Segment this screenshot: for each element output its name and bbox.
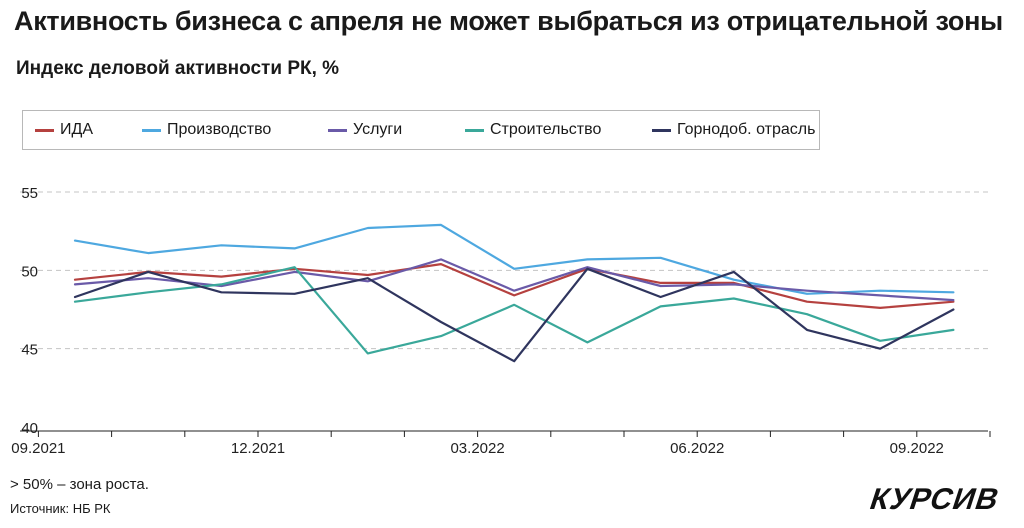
chart-title: Активность бизнеса с апреля не может выб…	[14, 6, 1003, 36]
footnote: > 50% – зона роста.	[10, 476, 149, 493]
legend-label-ida: ИДА	[60, 121, 94, 138]
legend-swatch-mining	[652, 128, 671, 132]
legend-item-services: Услуги	[328, 120, 402, 140]
x-tick-label-09.2021: 09.2021	[11, 440, 65, 457]
legend: ИДА Производство Услуги Строительство Го…	[22, 110, 820, 150]
series-line-1	[73, 223, 955, 295]
svg-text:КУРСИВ: КУРСИВ	[866, 482, 1005, 516]
x-tick-label-03.2022: 03.2022	[450, 440, 504, 457]
legend-item-production: Производство	[142, 120, 271, 140]
legend-label-services: Услуги	[353, 121, 403, 138]
legend-swatch-services	[328, 128, 347, 132]
legend-label-mining: Горнодоб. отрасль	[677, 121, 816, 138]
kursiv-logo: КУРСИВ	[866, 482, 1005, 516]
legend-label-construction: Строительство	[490, 121, 602, 138]
legend-swatch-construction	[465, 128, 484, 132]
legend-item-mining: Горнодоб. отрасль	[652, 120, 815, 140]
y-tick-label-40: 40	[21, 420, 38, 437]
chart-subtitle: Индекс деловой активности РК, %	[16, 58, 340, 79]
x-tick-label-06.2022: 06.2022	[670, 440, 724, 457]
legend-swatch-ida	[35, 128, 54, 132]
source-note: Источник: НБ РК	[10, 501, 111, 516]
x-tick-label-12.2021: 12.2021	[231, 440, 285, 457]
y-tick-label-55: 55	[21, 185, 38, 202]
legend-item-ida: ИДА	[35, 120, 93, 140]
y-tick-label-50: 50	[21, 263, 38, 280]
legend-label-production: Производство	[167, 121, 272, 138]
series-line-2	[73, 258, 955, 302]
series-line-0	[73, 263, 955, 309]
y-tick-label-45: 45	[21, 342, 38, 359]
legend-item-construction: Строительство	[465, 120, 601, 140]
series-line-4	[73, 267, 955, 363]
x-tick-label-09.2022: 09.2022	[890, 440, 944, 457]
series-line-3	[73, 266, 955, 355]
legend-swatch-production	[142, 128, 161, 132]
